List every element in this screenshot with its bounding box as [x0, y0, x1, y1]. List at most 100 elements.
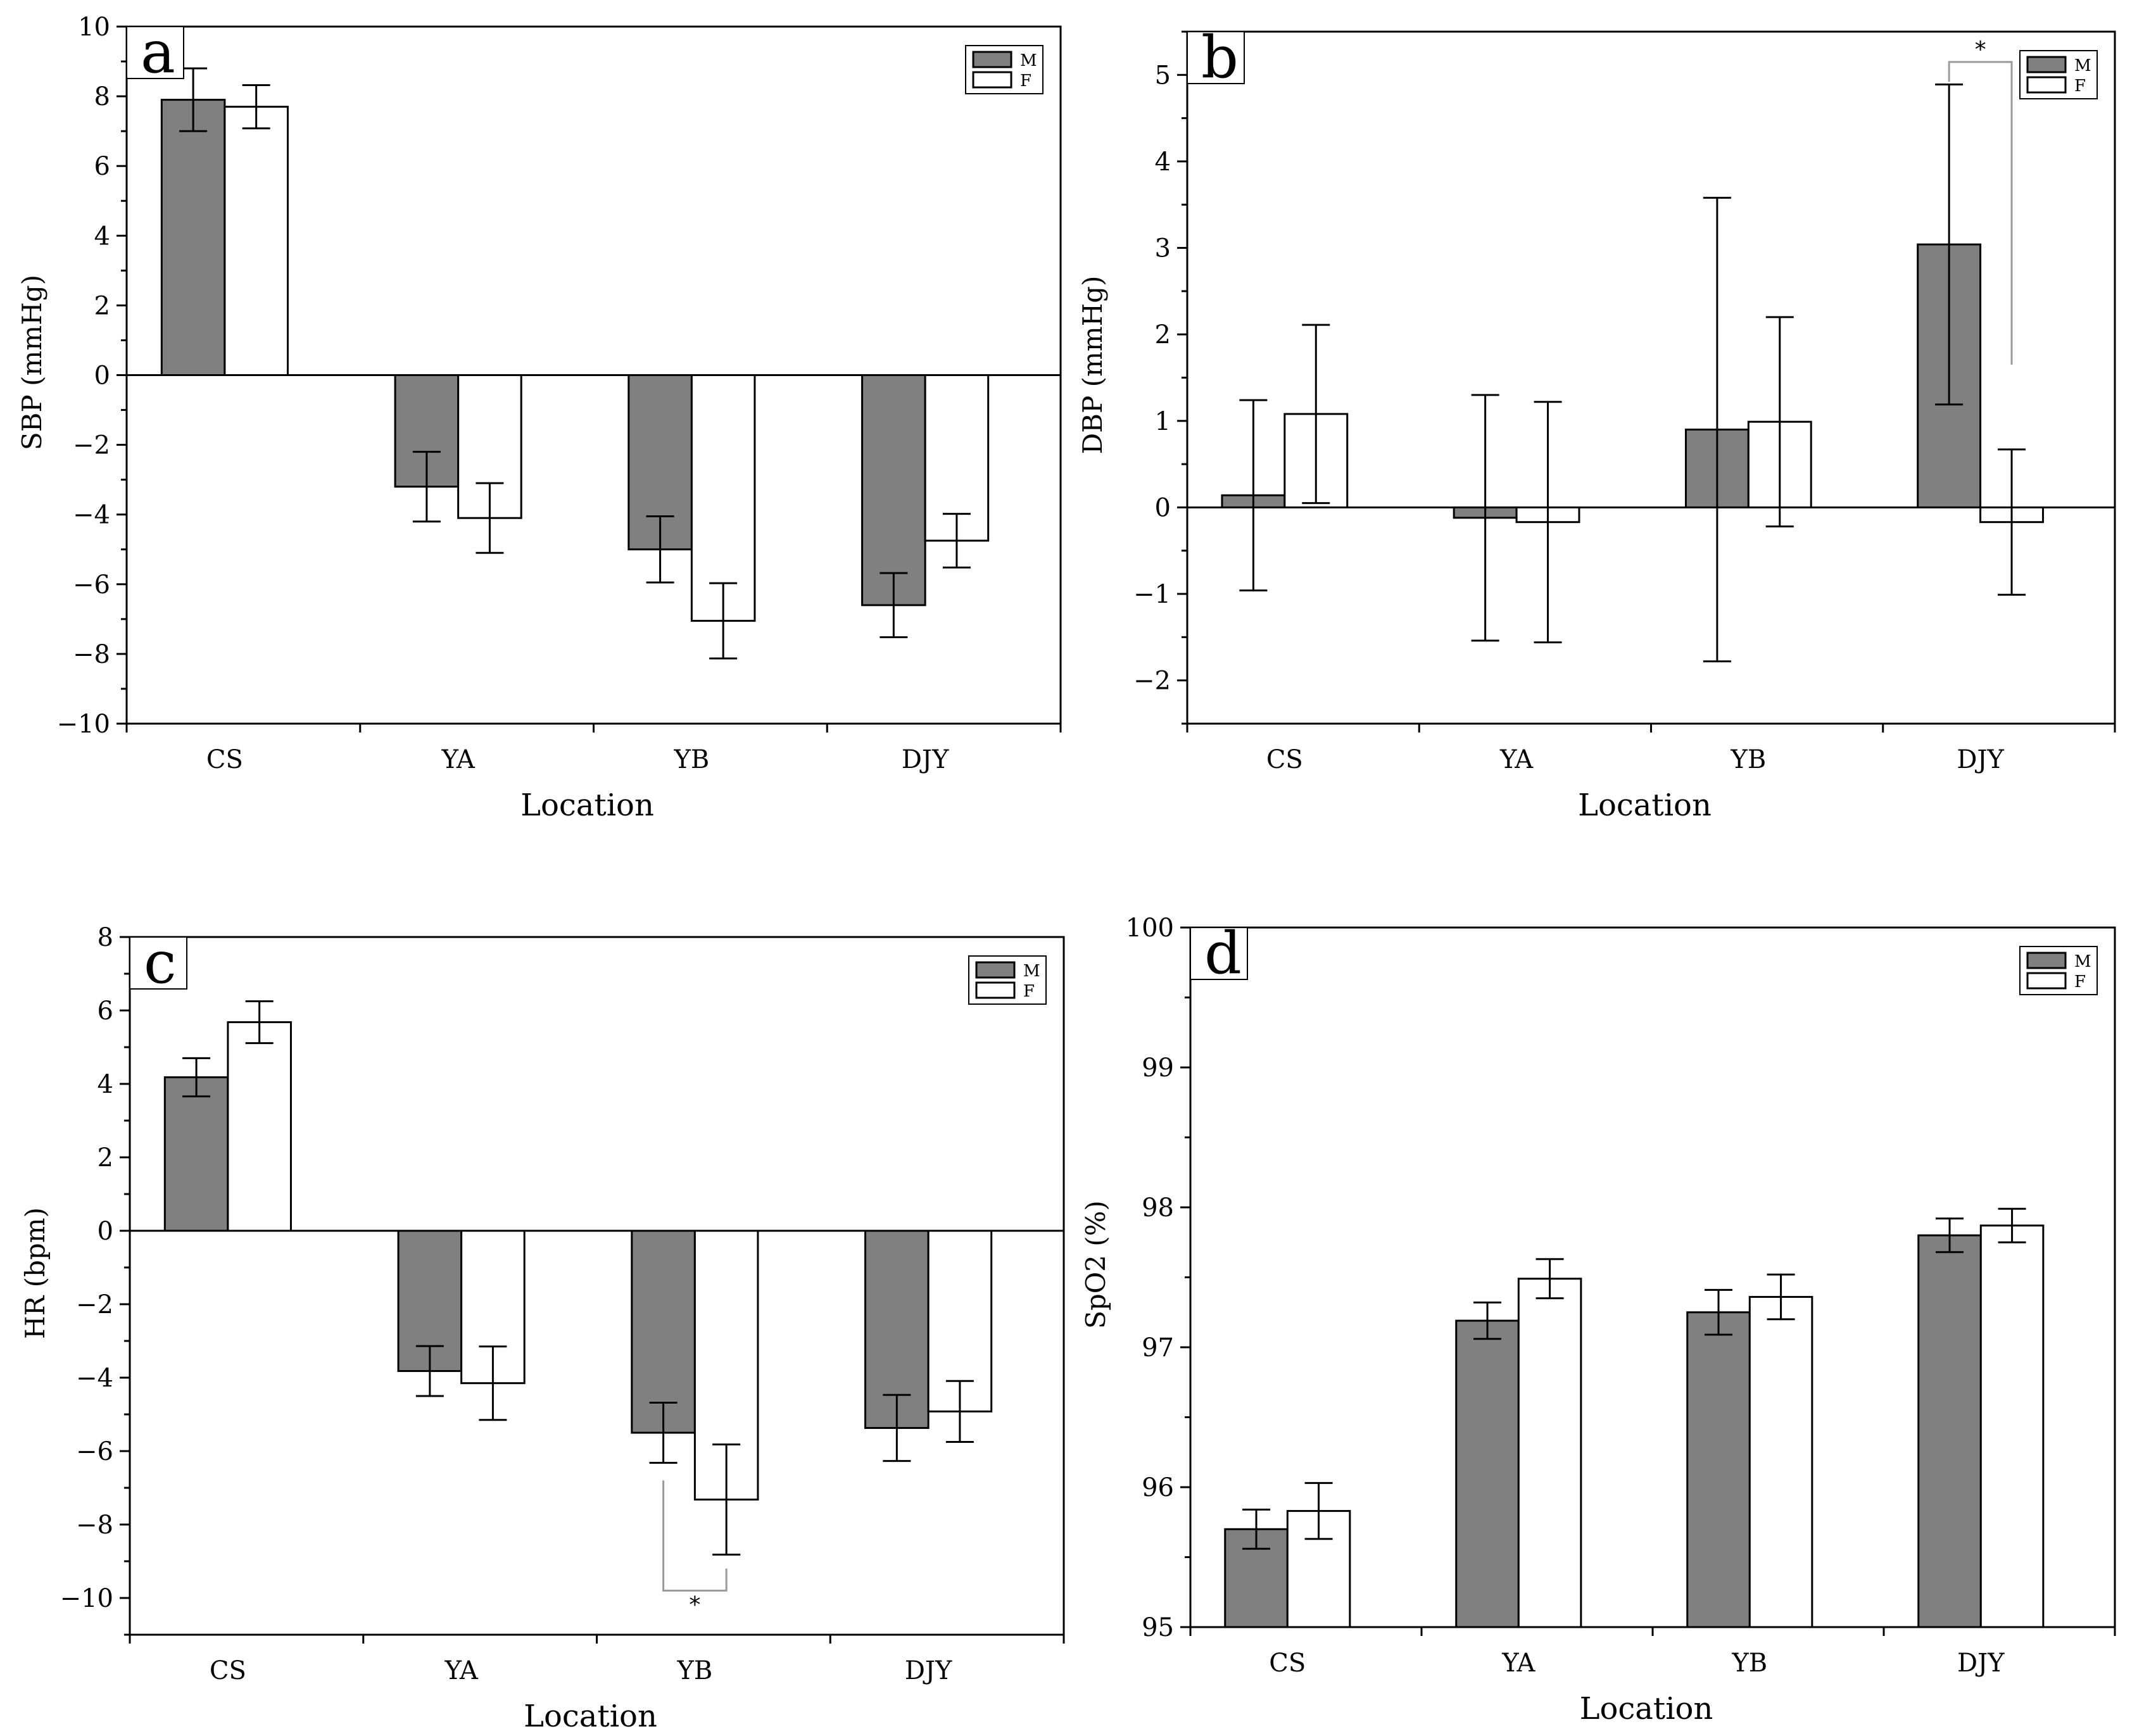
significance-line — [662, 1480, 728, 1592]
x-tick-label: YB — [676, 1656, 712, 1685]
y-tick-label: −2 — [73, 431, 110, 460]
y-tick-label: 6 — [94, 152, 110, 181]
bar-f-cs — [224, 106, 289, 377]
legend-swatch-m — [975, 961, 1016, 979]
legend-label-m: M — [1020, 51, 1037, 70]
x-tick-label: YA — [441, 745, 476, 774]
x-tick-label: CS — [1269, 1649, 1306, 1678]
y-tick-label: −10 — [57, 710, 110, 739]
y-tick-label: −8 — [73, 640, 110, 669]
error-bar-m-djy — [880, 572, 908, 638]
legend: MF — [968, 955, 1047, 1005]
error-bar-m-djy — [1935, 83, 1964, 406]
bar-m-cs — [160, 99, 226, 376]
panel-letter: b — [1201, 23, 1239, 91]
x-axis-title: Location — [524, 1699, 657, 1734]
legend-swatch-m — [2026, 952, 2067, 969]
y-axis-title: SpO2 (%) — [1080, 1200, 1111, 1329]
x-tick-label: CS — [210, 1656, 246, 1685]
bar-m-cs — [163, 1076, 229, 1232]
bar-m-ya — [1455, 1319, 1520, 1628]
panel-letter: c — [144, 929, 177, 997]
error-bar-m-ya — [1473, 1301, 1502, 1340]
bar-m-djy — [1917, 1234, 1982, 1628]
y-tick-label: −6 — [76, 1437, 113, 1466]
x-tick-label: CS — [206, 745, 243, 774]
chart-panel-c: −10 −8 −6 −4 −2 0 2 4 6 8 CS YA YB DJY * Location HR (bp… — [20, 923, 1065, 1734]
panel-letter-box — [129, 936, 187, 990]
x-tick-label: DJY — [1957, 745, 2004, 774]
y-tick-label: 100 — [1126, 914, 1174, 943]
y-tick-label: −6 — [73, 570, 110, 600]
error-bar-f-ya — [479, 1345, 507, 1421]
error-bar-m-ya — [1471, 394, 1499, 642]
x-axis-title: Location — [1578, 788, 1712, 823]
error-bar-f-ya — [1535, 1258, 1564, 1300]
y-tick-label: −2 — [76, 1290, 113, 1319]
y-tick-label: −8 — [76, 1511, 113, 1540]
legend-swatch-m — [2026, 56, 2067, 73]
legend-swatch-m — [972, 51, 1012, 68]
error-bar-m-djy — [1936, 1217, 1964, 1254]
error-bar-f-cs — [1304, 1481, 1333, 1540]
y-tick-label: −1 — [1133, 580, 1171, 609]
y-tick-label: 10 — [78, 13, 110, 42]
error-bar-f-cs — [245, 1000, 274, 1045]
legend-label-f: F — [2074, 77, 2086, 96]
y-tick-label: −4 — [76, 1364, 113, 1393]
error-bar-f-yb — [1767, 1273, 1795, 1321]
legend-label-m: M — [2074, 952, 2091, 971]
error-bar-f-cs — [1302, 324, 1330, 505]
y-tick-label: 95 — [1142, 1613, 1174, 1642]
y-tick-label: 4 — [1155, 148, 1171, 177]
y-tick-label: 6 — [98, 997, 113, 1026]
chart-panel-d: 95 96 97 98 99 100 CS YA YB DJY Location SpO2 (%) d M… — [1080, 914, 2116, 1727]
x-tick-label: YA — [1501, 1649, 1535, 1678]
y-tick-label: 4 — [94, 222, 110, 251]
x-tick-label: YB — [1730, 745, 1766, 774]
error-bar-m-cs — [1242, 1508, 1271, 1550]
x-tick-label: CS — [1266, 745, 1303, 774]
error-bar-m-yb — [649, 1401, 678, 1464]
y-tick-label: −2 — [1133, 667, 1171, 696]
panel-letter: d — [1204, 919, 1242, 987]
x-tick-label: DJY — [1957, 1649, 2005, 1678]
y-tick-label: 96 — [1142, 1473, 1174, 1502]
x-tick-label: YA — [1499, 745, 1534, 774]
legend: MF — [965, 45, 1044, 94]
error-bar-m-cs — [1239, 399, 1268, 592]
y-tick-label: 8 — [98, 923, 113, 952]
error-bar-m-ya — [412, 451, 441, 523]
y-tick-label: 2 — [98, 1143, 113, 1173]
error-bar-f-yb — [709, 582, 738, 660]
significance-bracket: * — [1948, 37, 2013, 365]
bar-f-yb — [690, 374, 756, 622]
error-bar-f-djy — [1998, 1207, 2026, 1243]
y-tick-label: 99 — [1142, 1054, 1174, 1083]
significance-line — [1948, 61, 2013, 365]
y-tick-label: 8 — [94, 82, 110, 111]
error-bar-m-cs — [182, 1057, 211, 1098]
error-bar-f-cs — [242, 84, 270, 130]
y-tick-label: 3 — [1155, 234, 1171, 263]
error-bar-f-djy — [942, 513, 971, 569]
legend-label-f: F — [1023, 982, 1035, 1001]
x-tick-label: DJY — [905, 1656, 952, 1685]
legend-label-m: M — [2074, 56, 2091, 75]
legend-label-f: F — [2074, 972, 2086, 991]
error-bar-m-yb — [646, 515, 674, 584]
error-bar-f-yb — [1765, 316, 1794, 527]
chart-panel-b: −2 −1 0 1 2 3 4 5 CS YA YB DJY * Location DBP (mmHg) b M… — [1077, 23, 2116, 823]
bar-m-yb — [1686, 1311, 1751, 1628]
legend-swatch-f — [972, 71, 1012, 89]
x-axis-title: Location — [520, 788, 654, 823]
y-tick-label: 0 — [98, 1217, 113, 1246]
y-tick-label: 97 — [1142, 1333, 1174, 1362]
legend-swatch-f — [2026, 76, 2067, 94]
legend-swatch-f — [975, 981, 1016, 999]
x-axis-title: Location — [1580, 1691, 1713, 1727]
bar-m-yb — [631, 1230, 696, 1434]
y-tick-label: 1 — [1155, 407, 1171, 436]
bar-m-djy — [861, 374, 926, 607]
y-tick-label: −4 — [73, 501, 110, 530]
